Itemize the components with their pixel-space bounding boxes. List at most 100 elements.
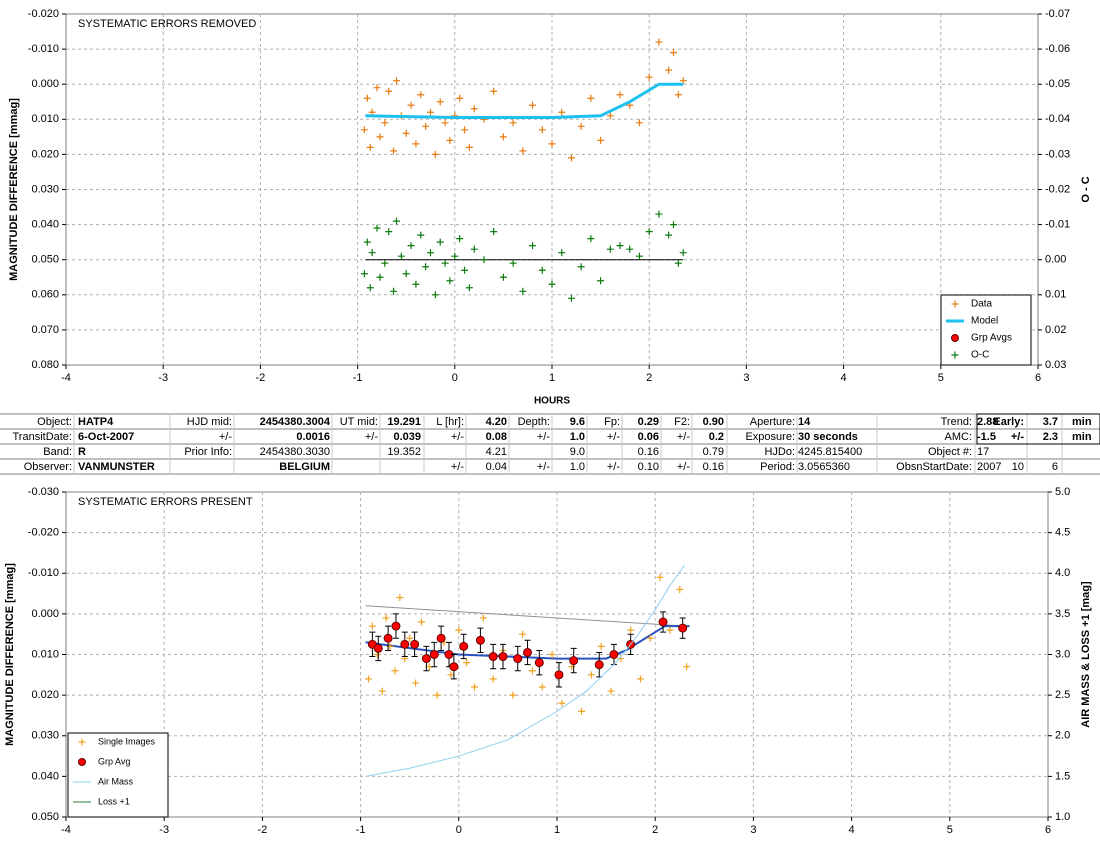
data-point — [528, 667, 536, 675]
y-tick-label: -0.020 — [28, 8, 59, 20]
data-point — [455, 626, 463, 634]
data-point — [373, 643, 383, 653]
data-point — [465, 143, 473, 151]
y2-tick-label: 0.01 — [1045, 289, 1066, 301]
y2-tick-label: 4.5 — [1055, 527, 1070, 539]
y-tick-label: 0.050 — [31, 811, 59, 823]
table-cell: 2.88 — [977, 416, 998, 428]
y2-tick-label: 2.0 — [1055, 730, 1070, 742]
data-point — [417, 618, 425, 626]
x-tick-label: 0 — [452, 372, 458, 384]
x-tick-label: 4 — [841, 372, 847, 384]
data-point — [509, 119, 517, 127]
data-point — [609, 650, 619, 659]
x-tick-label: 0 — [456, 824, 462, 836]
data-point — [396, 594, 404, 602]
data-point — [402, 129, 410, 137]
table-cell: 2454380.3004 — [260, 416, 331, 428]
data-point — [627, 626, 635, 634]
table-cell: Depth: — [518, 416, 550, 428]
x-tick-label: -1 — [356, 824, 366, 836]
x-axis-label: HOURS — [534, 396, 570, 407]
y2-tick-label: 3.0 — [1055, 648, 1070, 660]
data-point — [607, 687, 615, 695]
data-point — [658, 617, 668, 627]
table-cell: L [hr]: — [436, 416, 464, 428]
y2-tick-label: -0.01 — [1045, 219, 1070, 231]
y2-tick-label: -0.04 — [1045, 113, 1070, 125]
table-cell: Period: — [760, 461, 795, 473]
table-cell: 0.0016 — [296, 431, 330, 443]
data-point — [381, 119, 389, 127]
y2-tick-label: -0.02 — [1045, 183, 1070, 195]
data-point — [523, 647, 533, 657]
data-point — [470, 245, 478, 253]
data-point — [558, 108, 566, 116]
x-tick-label: -2 — [256, 372, 266, 384]
y-tick-label: 0.010 — [31, 113, 59, 125]
data-point — [459, 641, 469, 651]
data-point — [480, 256, 488, 264]
data-point — [417, 231, 425, 239]
data-point — [392, 77, 400, 85]
data-point — [587, 235, 595, 243]
table-cell: ObsnStartDate: — [896, 461, 972, 473]
table-cell: +/- — [677, 431, 690, 443]
y-tick-label: 0.080 — [31, 359, 59, 371]
table-cell: Object #: — [928, 446, 972, 458]
data-point — [567, 294, 575, 302]
data-point — [490, 228, 498, 236]
data-point — [594, 660, 604, 670]
x-tick-label: 5 — [947, 824, 953, 836]
table-cell: 0.29 — [638, 416, 659, 428]
y-axis-label: MAGNITUDE DIFFERENCE [mmag] — [8, 98, 20, 281]
data-point — [447, 671, 455, 679]
data-point — [509, 259, 517, 267]
table-cell: 1.0 — [570, 431, 585, 443]
data-point — [441, 119, 449, 127]
table-cell: 6-Oct-2007 — [78, 431, 134, 443]
data-point — [645, 228, 653, 236]
data-point — [391, 667, 399, 675]
data-point — [436, 633, 446, 643]
data-point — [606, 245, 614, 253]
table-cell: HJDo: — [764, 446, 795, 458]
data-point — [529, 242, 537, 250]
reference-line — [365, 605, 685, 627]
data-point — [392, 217, 400, 225]
y-tick-label: 0.030 — [31, 183, 59, 195]
data-point — [683, 663, 691, 671]
data-point — [441, 259, 449, 267]
data-point — [463, 659, 471, 667]
data-point — [597, 642, 605, 650]
y-tick-label: 0.020 — [31, 148, 59, 160]
table-cell: TransitDate: — [12, 431, 72, 443]
data-point — [479, 614, 487, 622]
table-cell: +/- — [537, 431, 550, 443]
data-point — [674, 259, 682, 267]
table-cell: +/- — [451, 431, 464, 443]
table-cell: +/- — [219, 431, 232, 443]
table-box — [976, 413, 1100, 445]
legend-swatch — [78, 758, 86, 766]
table-cell: VANMUNSTER — [78, 461, 155, 473]
y-tick-label: -0.030 — [28, 486, 59, 498]
y2-tick-label: 5.0 — [1055, 486, 1070, 498]
table-cell: 4.20 — [486, 416, 507, 428]
data-point — [364, 675, 372, 683]
x-tick-label: -1 — [353, 372, 363, 384]
y-tick-label: 0.050 — [31, 254, 59, 266]
table-cell: 0.16 — [638, 446, 659, 458]
legend-label: Grp Avg — [98, 756, 130, 766]
data-point — [670, 49, 677, 57]
x-tick-label: -4 — [61, 372, 71, 384]
data-point — [412, 140, 420, 148]
table-cell: Trend: — [941, 416, 972, 428]
data-point — [422, 122, 430, 130]
chart: -4 -3 -2 -1 0 1 2 3 4 5 6 -0.020 -0.010 0.000 0.010 0.0… — [8, 8, 1092, 407]
table-cell: +/- — [1011, 431, 1024, 443]
table-cell: R — [78, 446, 86, 458]
data-point — [383, 633, 393, 643]
table-cell: HATP4 — [78, 416, 114, 428]
data-point — [390, 147, 398, 155]
